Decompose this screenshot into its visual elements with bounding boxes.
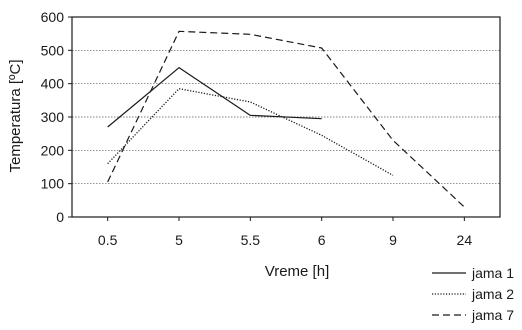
- legend-label: jama 7: [471, 307, 514, 323]
- x-tick-label: 24: [457, 232, 473, 248]
- y-tick-label: 500: [41, 42, 65, 58]
- y-tick-label: 100: [41, 176, 65, 192]
- legend: jama 1 jama 2 jama 7: [432, 265, 514, 323]
- legend-label: jama 2: [471, 286, 514, 302]
- y-axis-label: Temperatura [ºC]: [7, 59, 24, 172]
- series-line-jama-1: [107, 67, 322, 128]
- x-tick-label: 9: [389, 232, 397, 248]
- x-tick-label: 6: [318, 232, 326, 248]
- x-tick-label: 0.5: [98, 232, 118, 248]
- y-tick-label: 200: [41, 142, 65, 158]
- y-tick-label: 600: [41, 9, 65, 25]
- x-axis-label: Vreme [h]: [265, 263, 329, 280]
- y-tick-label: 400: [41, 76, 65, 92]
- series-line-jama-2: [107, 88, 394, 176]
- series-lines: [107, 30, 465, 208]
- x-tick-label: 5: [175, 232, 183, 248]
- x-tick-label: 5.5: [241, 232, 261, 248]
- y-tick-label: 0: [56, 209, 64, 225]
- legend-label: jama 1: [471, 265, 514, 281]
- y-tick-label: 300: [41, 109, 65, 125]
- series-line-jama-7: [107, 30, 465, 208]
- tick-labels: 0 100 200 300 400 500 600 0.5 5 5.5 6 9 24: [41, 9, 473, 248]
- axes: [68, 16, 501, 221]
